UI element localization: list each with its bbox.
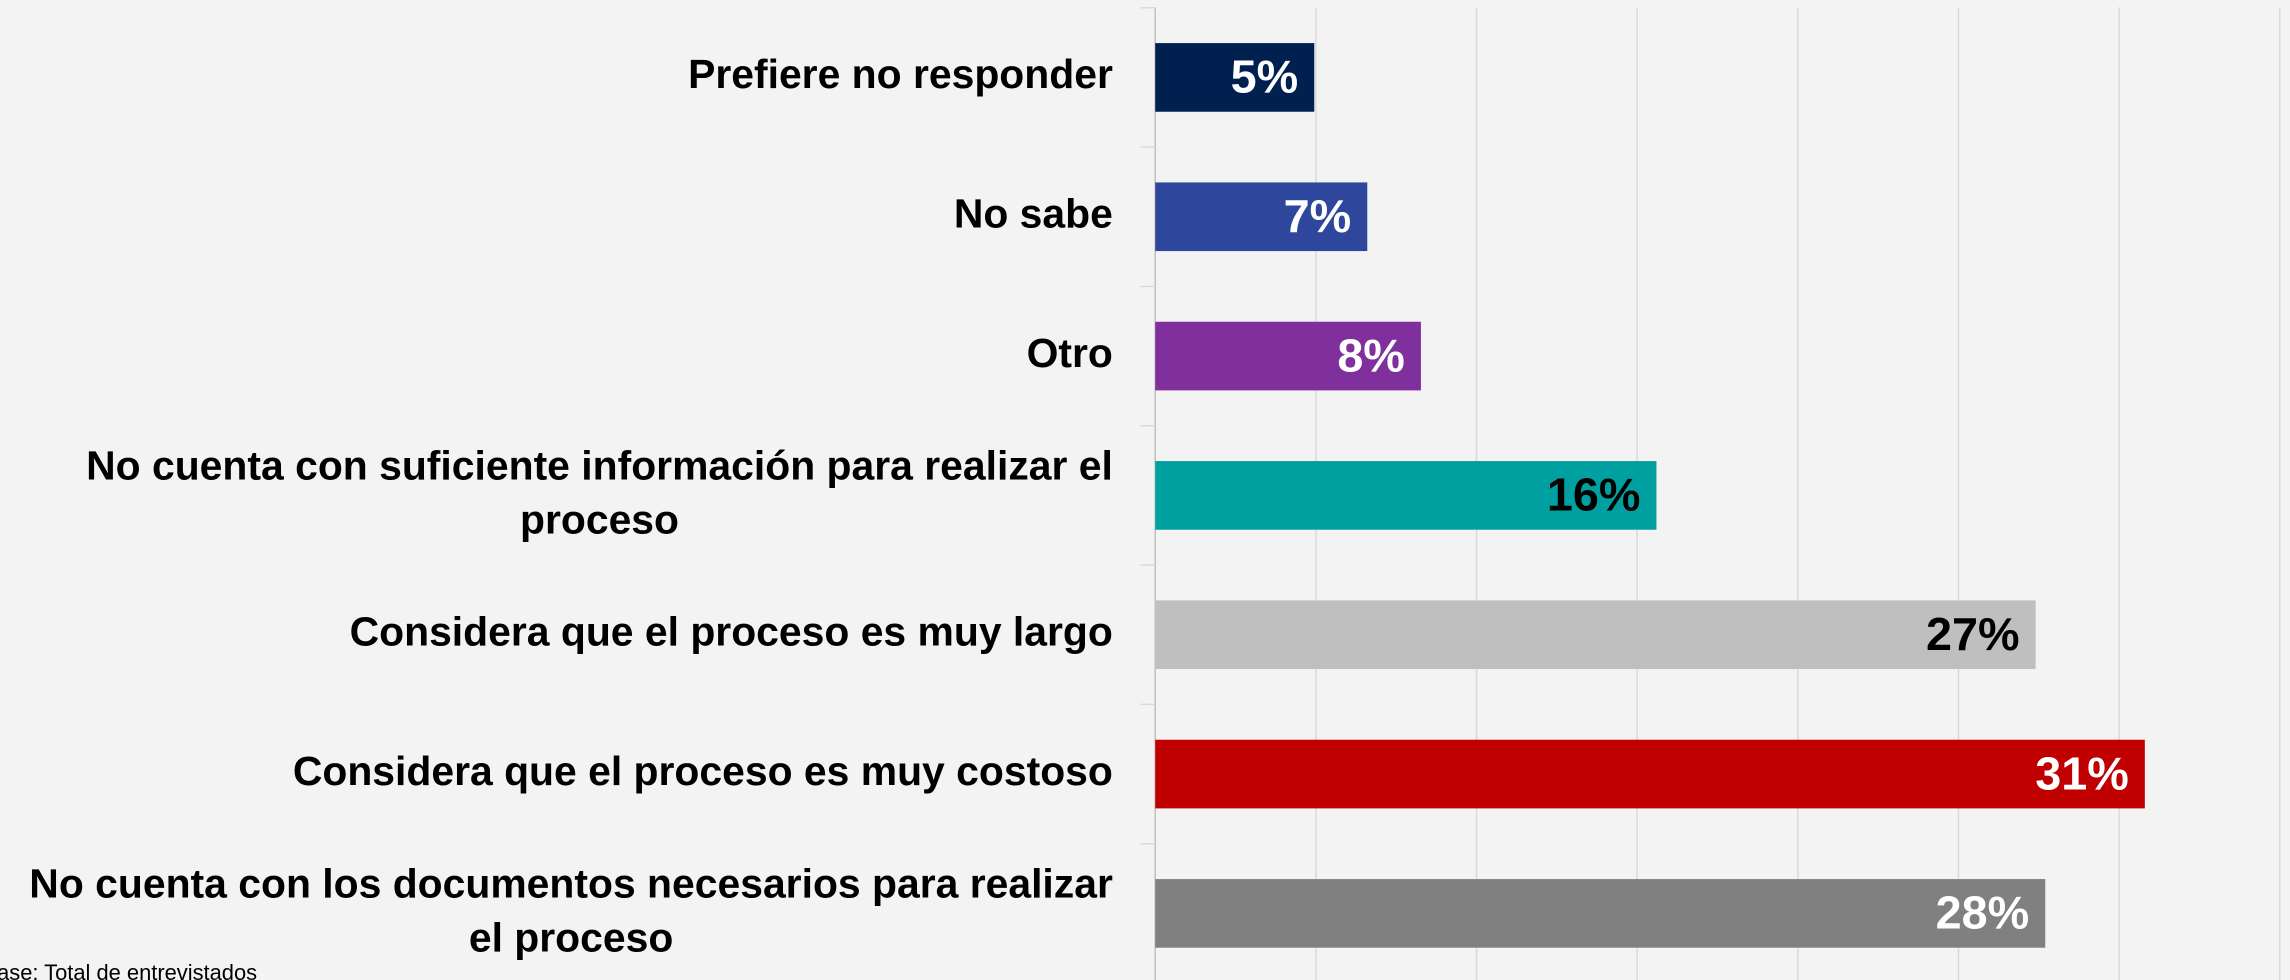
bar	[1155, 600, 2036, 670]
category-label: No cuenta con suficiente información par…	[86, 442, 1113, 542]
bar	[1155, 43, 1315, 112]
bar	[1155, 461, 1657, 530]
value-label: 16%	[1547, 469, 1641, 521]
category-label: Prefiere no responder	[688, 51, 1113, 97]
value-label: 31%	[2035, 747, 2129, 799]
value-label: 8%	[1337, 329, 1405, 381]
bar	[1155, 879, 2046, 948]
category-label: No cuenta con los documentos necesarios …	[29, 860, 1113, 960]
bar	[1155, 739, 2145, 809]
category-label: Considera que el proceso es muy costoso	[293, 748, 1113, 794]
value-label: 27%	[1926, 608, 2020, 660]
category-label: Considera que el proceso es muy largo	[350, 609, 1113, 655]
bar	[1155, 182, 1368, 252]
value-label: 5%	[1231, 51, 1299, 103]
bar	[1155, 321, 1421, 391]
value-label: 7%	[1284, 190, 1352, 242]
category-label: No sabe	[954, 191, 1113, 237]
category-label: Otro	[1027, 330, 1113, 376]
footnote: Base: Total de entrevistados	[0, 960, 257, 980]
value-label: 28%	[1936, 887, 2030, 939]
